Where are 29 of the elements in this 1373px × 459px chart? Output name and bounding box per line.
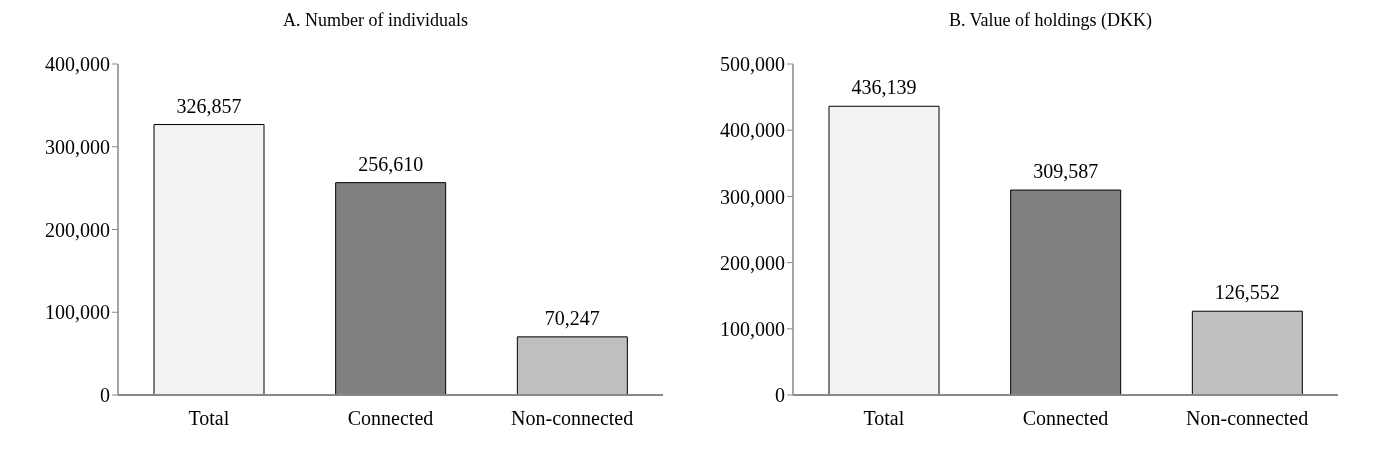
x-tick-label: Connected <box>347 407 434 430</box>
y-tick-label: 200,000 <box>720 251 785 274</box>
y-tick-label: 100,000 <box>45 301 110 324</box>
data-label: 309,587 <box>1033 160 1099 183</box>
y-tick-label: 200,000 <box>45 218 110 241</box>
y-tick-label: 500,000 <box>720 53 785 76</box>
y-tick-label: 400,000 <box>45 53 110 76</box>
y-tick-label: 0 <box>775 384 785 407</box>
bar <box>153 124 265 395</box>
data-label: 126,552 <box>1214 281 1280 304</box>
chart-title: A. Number of individuals <box>282 9 469 32</box>
bar <box>1191 310 1303 395</box>
data-label: 70,247 <box>544 306 600 329</box>
data-label: 326,857 <box>176 94 242 117</box>
y-tick-label: 300,000 <box>720 185 785 208</box>
y-tick-label: 100,000 <box>720 317 785 340</box>
x-tick-label: Non-connected <box>511 407 634 430</box>
x-tick-label: Total <box>863 407 905 430</box>
data-label: 436,139 <box>851 76 917 99</box>
bar <box>516 336 628 395</box>
data-label: 256,610 <box>358 152 424 175</box>
y-tick-label: 0 <box>100 384 110 407</box>
bar <box>828 105 940 395</box>
y-tick-label: 400,000 <box>720 119 785 142</box>
chart-title: B. Value of holdings (DKK) <box>947 9 1154 32</box>
y-tick-label: 300,000 <box>45 135 110 158</box>
x-tick-label: Connected <box>1022 407 1109 430</box>
x-tick-label: Non-connected <box>1186 407 1309 430</box>
x-tick-label: Total <box>188 407 230 430</box>
